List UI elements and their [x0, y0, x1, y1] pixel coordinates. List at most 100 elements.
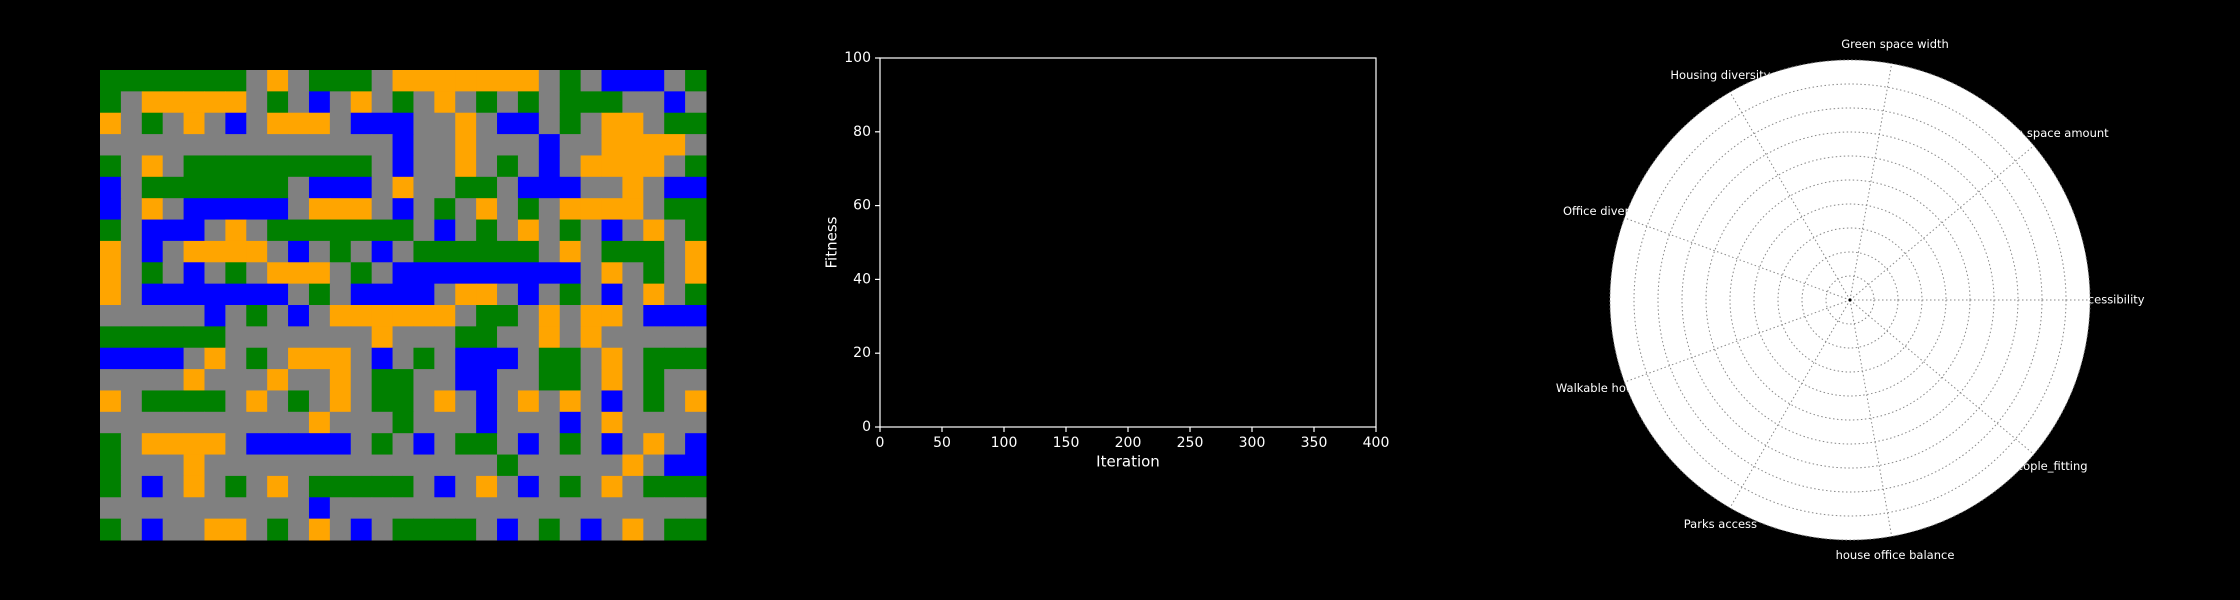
cell: [413, 475, 435, 498]
cell: [664, 454, 686, 477]
cell: [580, 283, 603, 306]
cell: [622, 475, 644, 498]
cell: [225, 176, 247, 199]
cell: [434, 454, 456, 477]
cell: [497, 305, 519, 327]
cell: [371, 347, 394, 370]
cell: [183, 518, 205, 541]
cell: [141, 240, 164, 263]
cell: [580, 497, 603, 520]
cell: [601, 219, 623, 242]
cell: [622, 262, 644, 285]
cell: [120, 454, 143, 477]
cell: [246, 112, 268, 135]
cell: [100, 198, 122, 221]
cell: [183, 240, 205, 263]
cell: [308, 475, 331, 498]
cell: [162, 283, 185, 306]
cell: [643, 176, 665, 199]
cell: [267, 369, 289, 391]
cell: [580, 326, 603, 349]
cell: [455, 369, 477, 391]
cell: [162, 497, 185, 520]
cell: [559, 305, 582, 327]
cell: [455, 262, 477, 285]
cell: [601, 262, 623, 285]
x-tick-label: 150: [1053, 435, 1080, 451]
cell: [559, 70, 582, 92]
cell: [413, 240, 435, 263]
cell: [100, 518, 122, 541]
cell: [685, 475, 707, 498]
cell: [392, 454, 414, 477]
x-tick-label: 200: [1115, 435, 1142, 451]
cell: [350, 369, 373, 391]
spoke: [1849, 299, 1893, 537]
cell: [517, 70, 540, 92]
cell: [413, 390, 435, 413]
cell: [371, 91, 394, 114]
cell: [183, 112, 205, 135]
cell: [517, 112, 540, 135]
cell: [664, 518, 686, 541]
cell: [329, 433, 352, 456]
cell: [308, 305, 331, 327]
cell: [643, 433, 665, 456]
cell: [622, 433, 644, 456]
cell: [100, 390, 122, 413]
cell: [120, 433, 143, 456]
cell: [455, 433, 477, 456]
radar-label: Accessibility: [2074, 293, 2145, 307]
cell: [371, 283, 394, 306]
cell: [413, 433, 435, 456]
cell: [329, 176, 352, 199]
cell: [559, 369, 582, 391]
center-dot: [1848, 298, 1852, 302]
cell: [497, 91, 519, 114]
cell: [141, 283, 164, 306]
cell: [685, 91, 707, 114]
cell: [162, 91, 185, 114]
cell: [183, 91, 205, 114]
cell: [455, 91, 477, 114]
y-tick-label: 100: [844, 50, 871, 66]
cell: [434, 305, 456, 327]
cell: [162, 411, 185, 434]
cell: [434, 497, 456, 520]
cell: [308, 155, 331, 178]
cell: [643, 305, 665, 327]
cell: [183, 326, 205, 349]
cell: [517, 390, 540, 413]
cell: [455, 326, 477, 349]
cell: [622, 112, 644, 135]
cell: [392, 283, 414, 306]
cell: [664, 262, 686, 285]
cell: [120, 326, 143, 349]
cell: [580, 454, 603, 477]
cell: [497, 70, 519, 92]
cell: [538, 369, 561, 391]
cell: [601, 369, 623, 391]
cell: [350, 326, 373, 349]
cell: [371, 262, 394, 285]
cell: [120, 262, 143, 285]
cell: [141, 433, 164, 456]
cell: [120, 518, 143, 541]
cell: [580, 198, 603, 221]
cell: [580, 411, 603, 434]
cell: [601, 433, 623, 456]
cell: [455, 497, 477, 520]
cell: [350, 518, 373, 541]
cell: [162, 176, 185, 199]
cell: [329, 134, 352, 156]
cell: [350, 497, 373, 520]
cell: [497, 390, 519, 413]
cell: [120, 134, 143, 156]
cell: [100, 454, 122, 477]
spoke: [1729, 299, 1851, 509]
cell: [246, 369, 268, 391]
cell: [434, 475, 456, 498]
cell: [120, 176, 143, 199]
cell: [371, 134, 394, 156]
